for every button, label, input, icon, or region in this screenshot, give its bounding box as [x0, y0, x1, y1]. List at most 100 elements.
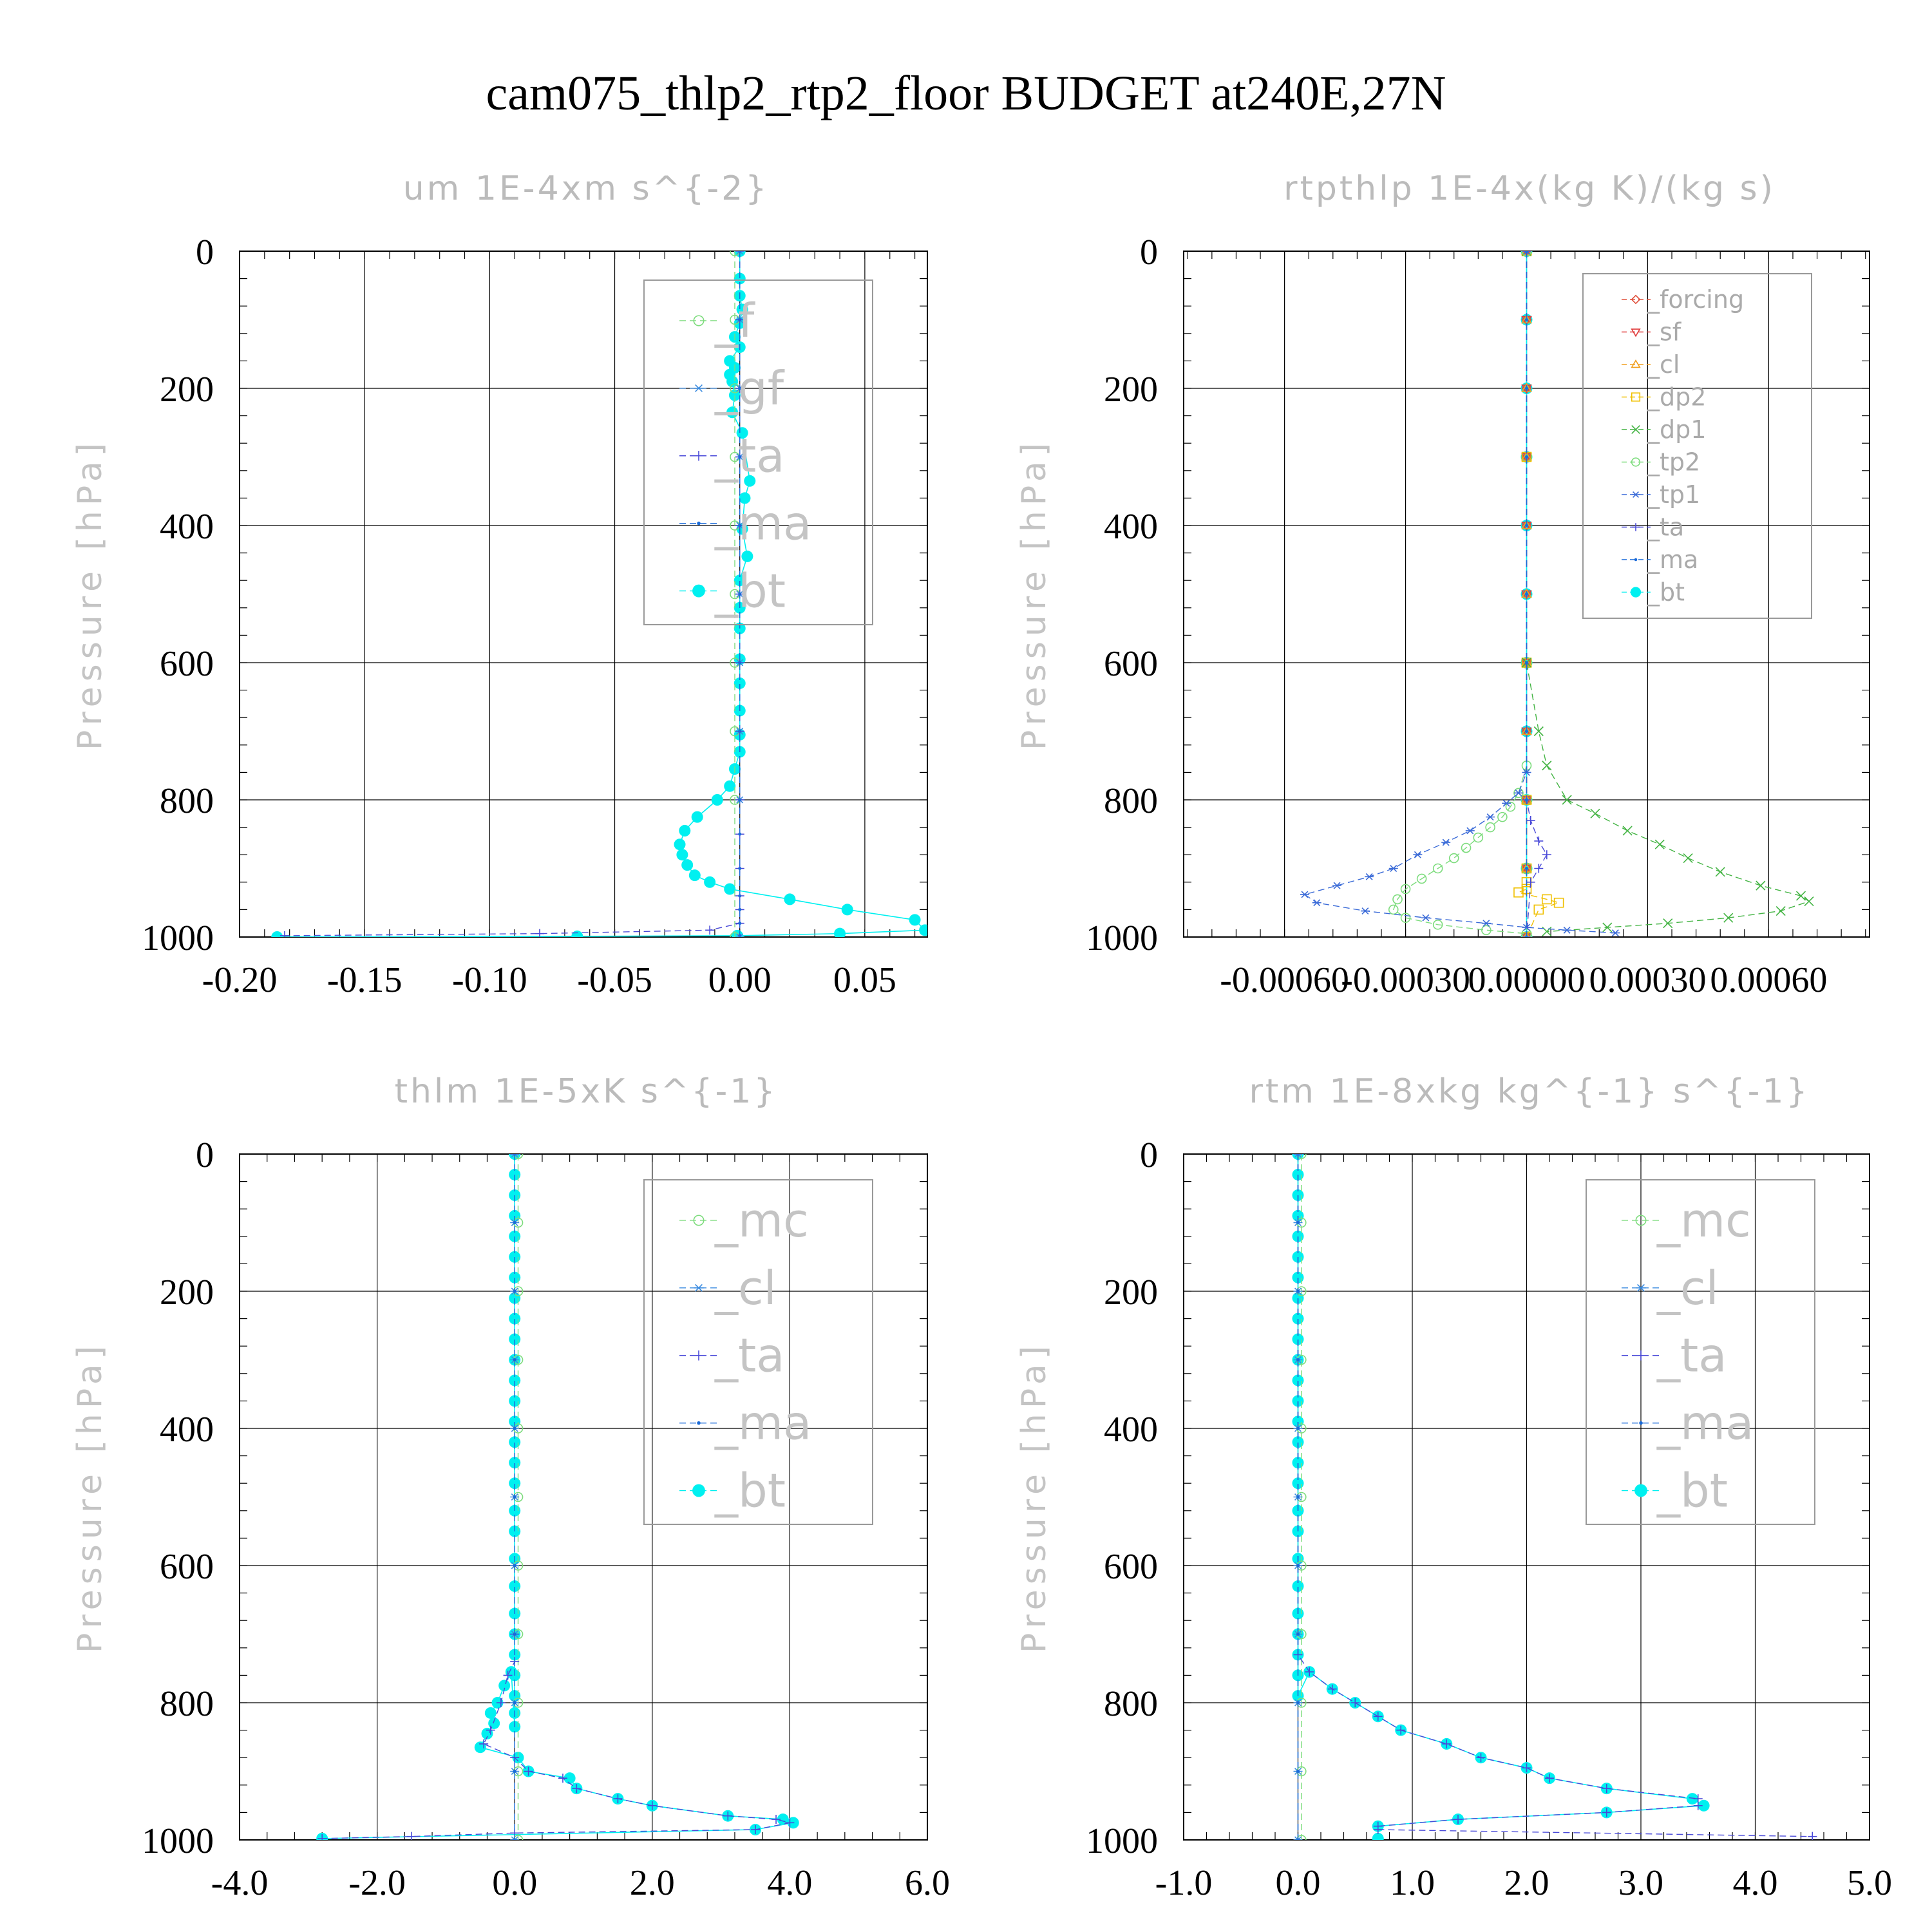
legend-label: _forcing: [1647, 285, 1744, 314]
figure-title: cam075_thlp2_rtp2_floor BUDGET at240E,27…: [486, 66, 1446, 120]
x-tick-label: 0.0: [1276, 1863, 1321, 1903]
data-point: [1522, 923, 1531, 931]
data-point: [1441, 838, 1451, 846]
data-point: [738, 455, 742, 459]
data-point: [1698, 1799, 1710, 1812]
series-line: [1392, 251, 1528, 934]
legend-label: _bt: [1656, 1464, 1728, 1518]
legend: _mc _cl _ta _ma _bt: [1586, 1179, 1815, 1525]
legend-label: _mc: [714, 1193, 809, 1247]
data-point: [571, 930, 583, 937]
x-tick-label: 0.00: [708, 960, 772, 1000]
legend-item: _tp1: [1622, 480, 1700, 509]
legend-box: [1582, 273, 1812, 619]
data-point: [1521, 520, 1532, 529]
data-point: [1292, 1395, 1304, 1407]
series-group: [1292, 1154, 1817, 1840]
data-point: [1296, 1838, 1300, 1840]
data-point: [558, 1774, 567, 1783]
y-tick-label: 1000: [1086, 1821, 1158, 1861]
y-axis-label: Pressure [hPa]: [71, 438, 109, 750]
data-point: [681, 859, 694, 871]
legend-item: _ma: [1622, 545, 1698, 574]
data-point: [1485, 822, 1495, 833]
legend-item: _dp1: [1622, 415, 1706, 444]
data-point: [1534, 864, 1544, 873]
data-point: [1521, 453, 1532, 463]
data-point: [496, 1698, 506, 1707]
data-point: [1292, 1230, 1304, 1242]
x-tick-label: 3.0: [1618, 1863, 1663, 1903]
legend-item: _ta: [1622, 1329, 1727, 1383]
data-point: [486, 1725, 495, 1735]
plot-frame: [239, 251, 928, 938]
data-point: [1505, 801, 1516, 812]
data-point: [513, 1426, 516, 1430]
data-point: [1305, 1667, 1314, 1677]
data-point: [1292, 1312, 1304, 1325]
panel-title: rtpthlp 1E-4x(kg K)/(kg s): [1283, 169, 1776, 208]
data-point: [705, 925, 715, 935]
y-tick-label: 0: [196, 1135, 214, 1175]
data-point: [524, 1766, 533, 1776]
data-point: [1327, 1684, 1337, 1694]
data-point: [1523, 931, 1530, 937]
data-point: [688, 869, 701, 882]
data-point: [1521, 659, 1532, 668]
data-point: [1654, 839, 1665, 849]
data-point: [1502, 799, 1511, 807]
data-point: [513, 1633, 516, 1636]
y-tick-label: 200: [160, 1273, 214, 1312]
data-point: [1481, 920, 1491, 927]
y-tick-label: 0: [1140, 1135, 1158, 1175]
data-point: [841, 904, 853, 916]
data-point: [1525, 455, 1528, 459]
data-point: [1526, 877, 1535, 887]
data-point: [509, 1477, 521, 1490]
data-point: [1602, 1808, 1611, 1817]
data-point: [1545, 1774, 1554, 1783]
data-point: [509, 1333, 521, 1345]
series-ma: [1525, 251, 1528, 937]
data-point: [738, 867, 742, 870]
legend-item: _ma: [679, 1396, 811, 1450]
data-point: [1521, 928, 1532, 937]
minor-ticks: [239, 251, 927, 938]
data-point: [738, 524, 742, 527]
data-point: [679, 824, 691, 837]
panel-4: rtm 1E-8xkg kg^{-1} s^{-1} Pressure [hPa]…: [1015, 1072, 1892, 1903]
data-point: [1776, 905, 1786, 916]
data-point: [1413, 851, 1423, 858]
data-point: [513, 1221, 516, 1224]
data-point: [1602, 1784, 1611, 1794]
data-point: [739, 492, 751, 504]
data-point: [474, 1741, 486, 1754]
data-point: [734, 574, 746, 587]
legend-label: _bt: [714, 1464, 786, 1518]
data-point: [723, 1811, 733, 1821]
legend-item: _ma: [1622, 1396, 1754, 1450]
data-point: [509, 1395, 521, 1407]
data-point: [1465, 827, 1475, 835]
legend-item: _cl: [679, 1261, 777, 1315]
x-tick-label: 1.0: [1390, 1863, 1435, 1903]
data-point: [1602, 922, 1613, 933]
data-point: [509, 1312, 521, 1325]
panel-title: um 1E-4xm s^{-2}: [403, 169, 770, 208]
legend-label: _tp1: [1647, 480, 1700, 509]
data-point: [1525, 661, 1528, 665]
panel-title: thlm 1E-5xK s^{-1}: [395, 1072, 778, 1111]
legend-label: _sf: [1647, 318, 1682, 346]
data-point: [1525, 524, 1528, 527]
data-point: [738, 730, 742, 733]
x-tick-label: 4.0: [767, 1863, 812, 1903]
data-point: [738, 592, 742, 596]
y-tick-label: 200: [160, 370, 214, 410]
x-tick-label: -0.00030: [1341, 960, 1470, 1000]
data-point: [738, 922, 742, 925]
data-point: [744, 475, 756, 487]
x-tick-label: 0.00030: [1589, 960, 1706, 1000]
data-point: [535, 929, 545, 937]
x-tick-label: 6.0: [905, 1863, 950, 1903]
